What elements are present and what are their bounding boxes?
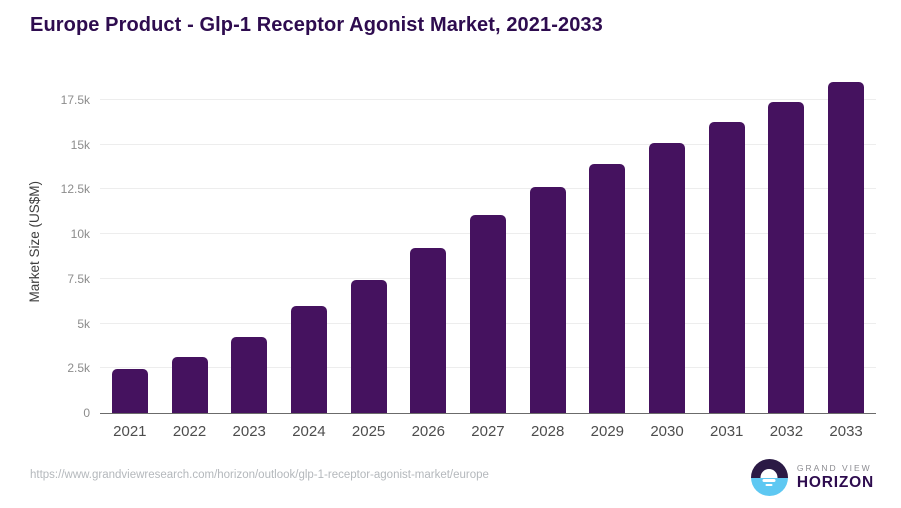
logo-brand-horizon: HORIZON — [796, 474, 874, 491]
bar-slot-2026 — [398, 70, 458, 413]
x-tick-label-2030: 2030 — [650, 423, 684, 440]
bar-slot-2023 — [219, 70, 279, 413]
logo-reflection-line-2 — [765, 483, 773, 487]
source-url[interactable]: https://www.grandviewresearch.com/horizo… — [30, 469, 489, 481]
bar-2029[interactable] — [589, 163, 626, 413]
bar-2028[interactable] — [529, 186, 566, 413]
x-tick-label-2033: 2033 — [829, 423, 863, 440]
x-tick-label-2027: 2027 — [471, 423, 505, 440]
bar-slot-2025 — [339, 70, 399, 413]
y-tick-label-2.5k: 2.5k — [67, 361, 90, 376]
x-tick-label-2021: 2021 — [113, 423, 147, 440]
bar-slot-2033 — [816, 70, 876, 413]
x-tick-label-2023: 2023 — [232, 423, 266, 440]
logo-sky-half — [750, 459, 788, 478]
logo-sun-shape — [760, 469, 778, 478]
bar-slot-2022 — [160, 70, 220, 413]
x-tick-label-2032: 2032 — [769, 423, 804, 440]
horizon-sunset-icon — [750, 459, 788, 496]
bar-2033[interactable] — [828, 82, 865, 413]
logo-text: GRAND VIEW HORIZON — [797, 463, 874, 492]
y-tick-label-7.5k: 7.5k — [67, 271, 90, 286]
y-tick-label-0: 0 — [83, 406, 90, 420]
x-tick-label-2022: 2022 — [172, 423, 207, 440]
bar-2025[interactable] — [350, 279, 387, 413]
bar-slot-2030 — [637, 70, 697, 413]
bar-2026[interactable] — [410, 248, 447, 413]
gridline-15k — [100, 143, 876, 145]
gridline-17.5k — [100, 99, 876, 101]
bar-slot-2028 — [518, 70, 578, 413]
plot-area — [100, 70, 876, 414]
bar-slot-2031 — [697, 70, 757, 413]
y-tick-label-12.5k: 12.5k — [60, 182, 90, 197]
grand-view-horizon-logo: GRAND VIEW HORIZON — [750, 459, 874, 496]
x-tick-label-2031: 2031 — [710, 423, 744, 440]
logo-sea-half — [750, 477, 788, 496]
x-tick-label-2024: 2024 — [292, 423, 326, 440]
y-tick-label-10k: 10k — [70, 227, 90, 242]
bar-slot-2032 — [757, 70, 817, 413]
bars-container — [100, 70, 876, 413]
bar-2023[interactable] — [231, 337, 268, 413]
gridline-12.5k — [100, 188, 876, 190]
bar-slot-2029 — [578, 70, 638, 413]
bar-slot-2024 — [279, 70, 339, 413]
y-tick-label-17.5k: 17.5k — [60, 93, 90, 108]
bar-slot-2021 — [100, 70, 160, 413]
bar-2031[interactable] — [708, 121, 745, 413]
bar-2021[interactable] — [111, 369, 148, 413]
x-tick-label-2026: 2026 — [411, 423, 445, 440]
x-tick-label-2028: 2028 — [530, 423, 565, 440]
x-axis-tick-labels: 2021 2022 2023 2024 2025 2026 2027 2028 2029 2030… — [100, 423, 876, 440]
x-tick-label-2025: 2025 — [351, 423, 386, 440]
chart-title: Europe Product - Glp-1 Receptor Agonist … — [30, 14, 603, 36]
bar-slot-2027 — [458, 70, 518, 413]
bar-2022[interactable] — [171, 356, 208, 413]
y-tick-label-15k: 15k — [70, 137, 90, 152]
logo-brand-grand-view: GRAND VIEW — [796, 463, 872, 473]
bar-2032[interactable] — [768, 101, 805, 413]
x-tick-label-2029: 2029 — [590, 423, 625, 440]
y-axis-tick-labels: 0 2.5k 5k 7.5k 10k 12.5k 15k 17.5k — [0, 70, 90, 419]
y-tick-label-5k: 5k — [77, 316, 90, 331]
bar-2030[interactable] — [649, 142, 686, 413]
bar-2027[interactable] — [469, 215, 506, 413]
bar-2024[interactable] — [290, 305, 327, 413]
logo-reflection-line-1 — [762, 479, 776, 482]
